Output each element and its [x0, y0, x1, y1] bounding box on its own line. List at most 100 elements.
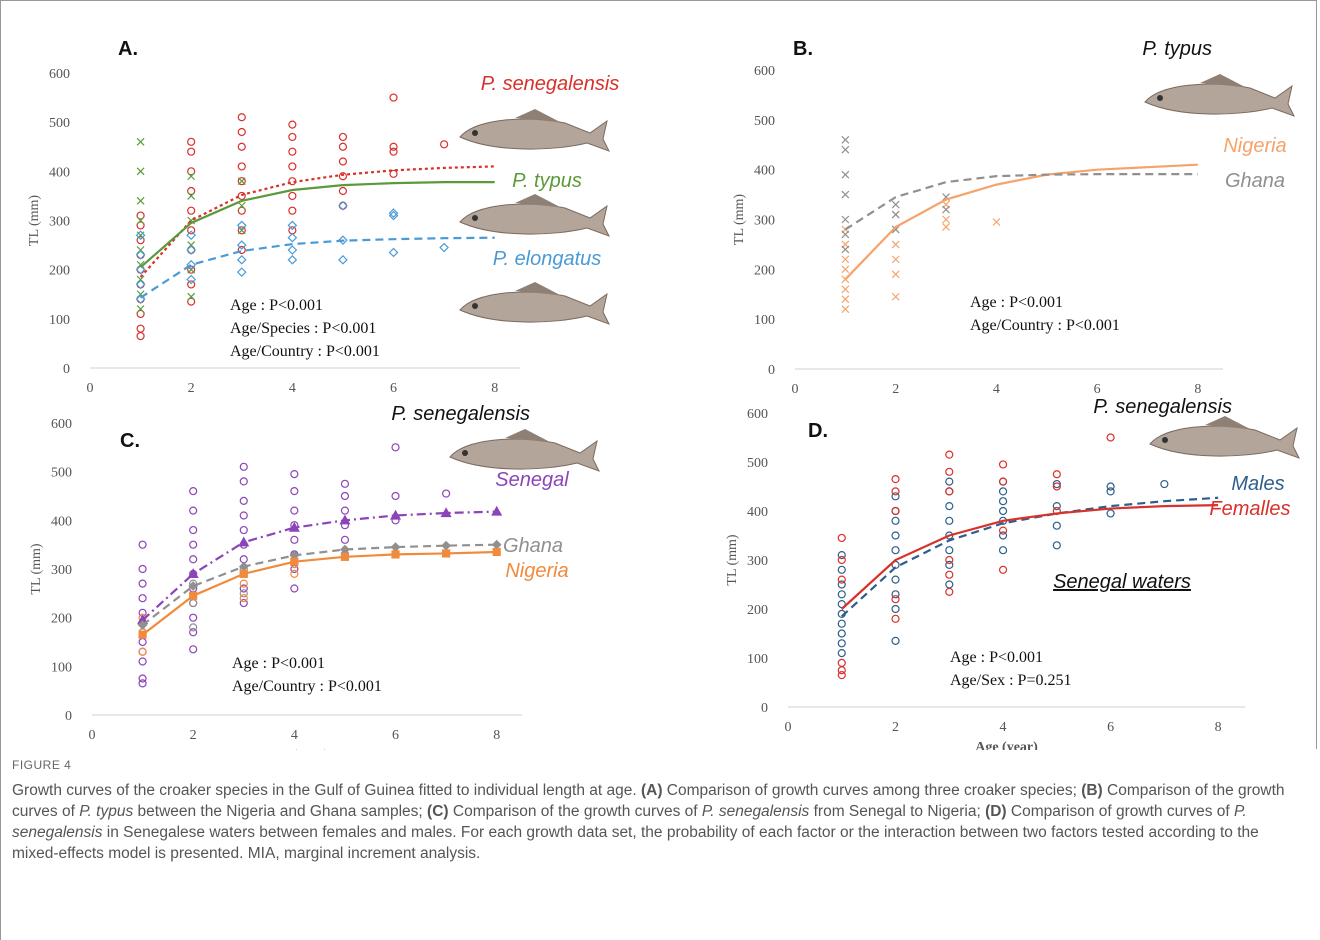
- point: [138, 579, 147, 588]
- point: [891, 270, 900, 279]
- growth-curve: [841, 496, 1219, 618]
- stat-annotation: Age/Country : P<0.001: [232, 678, 382, 695]
- point: [841, 295, 850, 304]
- legend-label: Nigeria: [505, 560, 568, 582]
- point: [338, 235, 348, 246]
- point: [189, 645, 198, 654]
- point: [338, 200, 348, 211]
- point: [439, 242, 449, 253]
- point: [837, 629, 846, 638]
- point: [837, 639, 846, 648]
- point: [186, 259, 197, 270]
- x-tick-label: 8: [491, 381, 498, 396]
- point: [135, 279, 146, 290]
- point: [945, 560, 954, 570]
- legend-label: Nigeria: [1223, 135, 1286, 157]
- point: [1052, 541, 1061, 550]
- point: [891, 200, 900, 209]
- caption-species: P. senegalensis: [701, 803, 810, 820]
- point: [136, 260, 145, 269]
- point: [189, 487, 198, 496]
- point: [837, 575, 846, 584]
- point: [891, 240, 900, 249]
- legend-label: Ghana: [503, 535, 563, 557]
- point: [841, 245, 850, 254]
- point: [189, 525, 198, 535]
- x-tick-label: 2: [188, 381, 195, 396]
- caption-text: Comparison of growth curves of: [1006, 803, 1235, 820]
- point: [841, 190, 850, 199]
- point: [238, 561, 249, 572]
- growth-curve: [139, 165, 495, 278]
- y-tick-label: 200: [49, 264, 70, 279]
- point: [992, 218, 1001, 226]
- point: [186, 274, 197, 285]
- point: [186, 245, 197, 255]
- caption-ref: (B): [1081, 782, 1103, 799]
- point: [189, 598, 198, 608]
- caption-text: Growth curves of the croaker species in …: [12, 782, 641, 799]
- x-tick-label: 2: [190, 728, 197, 743]
- point: [288, 191, 297, 201]
- x-tick-label: 6: [392, 728, 399, 743]
- point: [942, 223, 950, 231]
- point: [237, 177, 246, 186]
- figure-frame-left: [0, 0, 1, 940]
- point: [388, 210, 399, 221]
- point: [136, 309, 145, 319]
- y-axis-label: TL (mm): [29, 543, 44, 595]
- point: [891, 590, 900, 599]
- point: [837, 648, 846, 658]
- fish-illustration: [449, 429, 601, 472]
- point: [1052, 521, 1061, 530]
- x-tick-label: 6: [1107, 720, 1114, 735]
- fish-illustration: [459, 282, 611, 325]
- y-axis-label: TL (mm): [725, 534, 740, 586]
- point: [136, 231, 145, 240]
- point: [287, 232, 298, 243]
- legend-label: P. typus: [512, 170, 582, 192]
- point: [1106, 482, 1115, 491]
- x-tick-label: 0: [89, 728, 96, 743]
- caption-species: P. senegalensis: [12, 803, 1247, 841]
- caption-text: Comparison of the growth curves of: [12, 782, 1285, 820]
- point: [837, 590, 846, 599]
- point: [187, 167, 196, 176]
- panel-title: P. typus: [1142, 38, 1212, 60]
- y-tick-label: 600: [49, 67, 70, 82]
- y-tick-label: 0: [65, 709, 72, 724]
- figure-frame: [0, 0, 1317, 749]
- panel-label: C.: [120, 430, 140, 452]
- point: [138, 564, 147, 574]
- y-tick-label: 200: [754, 263, 775, 278]
- fish-body: [459, 203, 611, 237]
- growth-curve: [139, 236, 495, 299]
- x-tick-label: 0: [785, 720, 792, 735]
- x-tick-label: 4: [289, 381, 296, 396]
- y-tick-label: 400: [51, 514, 72, 529]
- point: [338, 172, 348, 181]
- point: [1106, 509, 1115, 518]
- point: [945, 546, 954, 555]
- caption-text: Comparison of the growth curves of: [448, 803, 702, 820]
- point: [891, 531, 900, 540]
- point: [1052, 482, 1061, 491]
- x-tick-label: 4: [1000, 720, 1007, 735]
- point: [138, 674, 147, 683]
- point: [290, 535, 299, 544]
- point: [945, 516, 954, 525]
- x-tick-label: 0: [87, 381, 94, 396]
- x-tick-label: 2: [892, 382, 899, 397]
- point: [998, 531, 1008, 540]
- y-axis-label: TL (mm): [27, 195, 42, 247]
- y-tick-label: 200: [747, 603, 768, 618]
- point: [492, 547, 501, 557]
- point: [1052, 470, 1061, 479]
- point: [237, 113, 246, 122]
- point: [288, 162, 297, 171]
- point: [440, 140, 449, 149]
- panel-note: Senegal waters: [1053, 571, 1191, 593]
- point: [837, 580, 846, 589]
- point: [187, 241, 196, 250]
- point: [187, 297, 196, 306]
